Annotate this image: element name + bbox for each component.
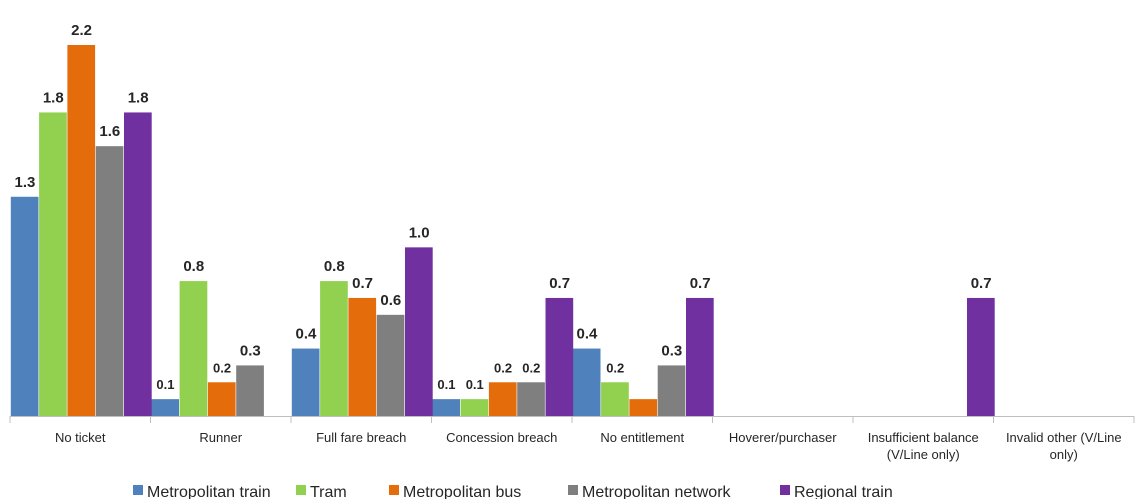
category-label-full-fare-breach: Full fare breach — [316, 430, 406, 445]
data-label-tram-no-entitlement: 0.2 — [606, 360, 624, 375]
category-label-invalid-other-v-line-only: Invalid other (V/Line only) — [1006, 430, 1122, 462]
bar-metropolitan-train-runner — [151, 399, 179, 416]
x-axis — [9, 416, 1135, 423]
bar-regional-train-full-fare-breach — [405, 247, 433, 416]
legend-swatch-metropolitan-train — [133, 485, 143, 495]
data-label-metropolitan-network-no-entitlement: 0.3 — [661, 342, 682, 359]
data-label-regional-train-full-fare-breach: 1.0 — [409, 224, 430, 241]
bar-metropolitan-network-concession-breach — [517, 382, 545, 416]
data-label-regional-train-insufficient-balance-v-line-only: 0.7 — [971, 275, 992, 292]
legend-label-regional-train: Regional train — [794, 484, 893, 499]
bar-regional-train-insufficient-balance-v-line-only — [967, 297, 995, 416]
data-label-metropolitan-train-concession-breach: 0.1 — [437, 377, 455, 392]
category-label-no-ticket: No ticket — [55, 430, 106, 445]
bar-regional-train-concession-breach — [545, 297, 574, 416]
bar-metropolitan-network-runner — [236, 365, 264, 416]
legend-item-metropolitan-bus: Metropolitan bus — [389, 484, 521, 499]
data-label-tram-runner: 0.8 — [183, 258, 204, 275]
legend-swatch-metropolitan-bus — [389, 485, 399, 495]
data-label-metropolitan-network-full-fare-breach: 0.6 — [380, 292, 401, 309]
data-label-regional-train-no-ticket: 1.8 — [128, 89, 149, 106]
category-label-runner: Runner — [199, 430, 242, 445]
bar-tram-no-entitlement — [601, 382, 629, 416]
bars-layer — [10, 45, 995, 416]
data-labels-layer: 1.3 0.1 0.4 0.1 0.4 1.8 0.8 0.8 0.1 0.2 2.2 0.2 0.7 0… — [15, 22, 992, 392]
bar-metropolitan-train-full-fare-breach — [291, 348, 320, 416]
legend-swatch-tram — [296, 485, 306, 495]
legend-item-metropolitan-network: Metropolitan network — [568, 484, 732, 499]
bar-metropolitan-train-no-entitlement — [572, 348, 601, 416]
category-label-concession-breach: Concession breach — [446, 430, 557, 445]
bar-metropolitan-bus-full-fare-breach — [348, 297, 377, 416]
bar-metropolitan-bus-runner — [207, 382, 236, 416]
data-label-regional-train-concession-breach: 0.7 — [549, 275, 570, 292]
data-label-metropolitan-train-full-fare-breach: 0.4 — [296, 326, 318, 343]
legend-label-metropolitan-bus: Metropolitan bus — [403, 484, 521, 499]
data-label-tram-full-fare-breach: 0.8 — [324, 258, 345, 275]
bar-regional-train-no-ticket — [124, 112, 152, 416]
bar-metropolitan-network-no-ticket — [95, 146, 124, 416]
data-label-metropolitan-train-no-ticket: 1.3 — [15, 174, 36, 191]
category-labels: No ticket Runner Full fare breach Concessio… — [55, 430, 1122, 462]
bar-regional-train-no-entitlement — [686, 297, 714, 416]
data-label-metropolitan-network-no-ticket: 1.6 — [99, 123, 120, 140]
legend-label-metropolitan-train: Metropolitan train — [147, 484, 271, 499]
legend-item-tram: Tram — [296, 484, 347, 499]
category-label-no-entitlement: No entitlement — [600, 430, 684, 445]
category-label-hoverer-purchaser: Hoverer/purchaser — [729, 430, 837, 445]
data-label-metropolitan-bus-no-ticket: 2.2 — [71, 22, 92, 39]
legend-label-tram: Tram — [310, 484, 347, 499]
bar-tram-no-ticket — [39, 112, 67, 416]
category-label-insufficient-balance-v-line-only: Insufficient balance (V/Line only) — [868, 430, 979, 462]
data-label-metropolitan-train-runner: 0.1 — [156, 377, 174, 392]
data-label-metropolitan-network-runner: 0.3 — [240, 342, 261, 359]
data-label-metropolitan-network-concession-breach: 0.2 — [522, 360, 540, 375]
bar-metropolitan-bus-no-entitlement — [629, 399, 658, 416]
data-label-metropolitan-bus-concession-breach: 0.2 — [494, 360, 512, 375]
data-label-metropolitan-bus-runner: 0.2 — [213, 360, 231, 375]
legend-label-metropolitan-network: Metropolitan network — [582, 484, 732, 499]
data-label-tram-concession-breach: 0.1 — [466, 377, 484, 392]
bar-tram-full-fare-breach — [320, 281, 348, 416]
legend: Metropolitan train Tram Metropolitan bus Me… — [133, 484, 893, 499]
data-label-tram-no-ticket: 1.8 — [43, 89, 64, 106]
data-label-metropolitan-bus-full-fare-breach: 0.7 — [352, 275, 373, 292]
bar-tram-runner — [179, 281, 208, 416]
bar-metropolitan-network-full-fare-breach — [376, 314, 405, 416]
bar-metropolitan-bus-concession-breach — [488, 382, 517, 416]
bar-metropolitan-bus-no-ticket — [67, 45, 96, 416]
bar-tram-concession-breach — [460, 399, 489, 416]
legend-swatch-regional-train — [780, 485, 790, 495]
legend-swatch-metropolitan-network — [568, 485, 578, 495]
bar-metropolitan-train-concession-breach — [432, 399, 460, 416]
data-label-metropolitan-train-no-entitlement: 0.4 — [577, 326, 599, 343]
legend-item-metropolitan-train: Metropolitan train — [133, 484, 271, 499]
bar-metropolitan-train-no-ticket — [10, 196, 39, 416]
legend-item-regional-train: Regional train — [780, 484, 893, 499]
bar-metropolitan-network-no-entitlement — [657, 365, 686, 416]
data-label-regional-train-no-entitlement: 0.7 — [690, 275, 711, 292]
